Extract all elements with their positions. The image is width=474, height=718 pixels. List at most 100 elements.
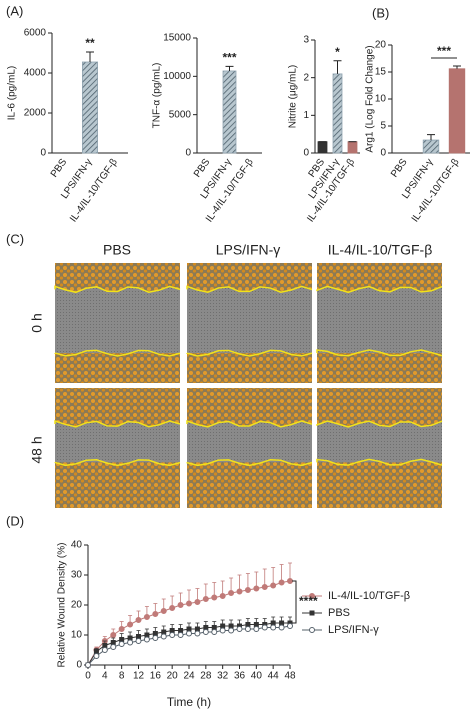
wound-gap [187, 286, 312, 353]
marker [186, 626, 192, 632]
marker [135, 638, 142, 644]
marker [253, 626, 260, 632]
marker [160, 633, 167, 640]
marker [93, 653, 100, 659]
panel-label: (B) [372, 5, 389, 20]
x-tick-label: 44 [268, 671, 280, 682]
marker [136, 634, 141, 639]
bar [422, 139, 440, 154]
marker [194, 626, 200, 632]
y-tick-label: 5 [380, 121, 386, 132]
error-bar [86, 51, 94, 62]
y-tick-label: 10 [71, 630, 83, 641]
marker [203, 625, 209, 630]
panel-label: (D) [6, 513, 24, 528]
marker [143, 636, 150, 643]
panel-label: (A) [6, 3, 23, 18]
marker [160, 608, 167, 614]
x-tick-label: 16 [150, 671, 162, 682]
marker [211, 625, 217, 630]
y-axis-label: IL-6 (pg/mL) [7, 66, 18, 120]
marker [186, 600, 192, 607]
y-tick-label: 15 [375, 67, 387, 78]
marker [219, 593, 226, 599]
marker [169, 628, 175, 633]
wound-edge [316, 458, 443, 466]
y-tick-label: 2000 [24, 108, 47, 119]
bar [82, 61, 99, 154]
marker [270, 582, 277, 589]
significance: * [335, 45, 340, 59]
row-header: 48 h [29, 436, 45, 463]
y-tick-label: 4000 [24, 68, 47, 79]
marker [127, 621, 134, 628]
significance: *** [437, 44, 451, 58]
marker [244, 626, 251, 632]
marker [211, 629, 218, 635]
marker [253, 622, 259, 627]
marker [178, 628, 184, 633]
y-tick-label: 10 [375, 94, 387, 105]
marker [118, 626, 125, 632]
y-axis-label: Arg1 (Log Fold Change) [365, 45, 376, 152]
marker [278, 579, 285, 586]
error-bar [333, 60, 342, 74]
y-tick-label: 0 [185, 148, 191, 159]
marker [101, 647, 108, 653]
marker [270, 624, 277, 631]
wound-gap [187, 421, 312, 463]
marker [211, 594, 218, 601]
wound-edge [316, 285, 443, 294]
bar [332, 73, 343, 154]
bar [448, 68, 466, 154]
marker [253, 585, 260, 592]
column-header: PBS [103, 242, 131, 258]
y-tick-label: 3 [303, 35, 309, 46]
marker [228, 590, 235, 596]
marker [220, 623, 226, 629]
marker [261, 624, 268, 631]
wound-edge [186, 419, 313, 428]
significance: ** [85, 36, 95, 50]
x-tick-label: 8 [119, 671, 125, 682]
marker [110, 640, 116, 645]
x-tick-label: 12 [133, 671, 145, 682]
panel-label: (C) [6, 231, 24, 246]
x-tick-label: 40 [251, 671, 263, 682]
legend-label: PBS [328, 607, 350, 619]
error-bar [427, 134, 435, 141]
y-tick-label: 5000 [169, 109, 192, 120]
marker [110, 644, 117, 650]
marker [161, 629, 167, 635]
x-tick-label: 20 [167, 671, 179, 682]
marker [194, 630, 201, 637]
marker [177, 632, 184, 638]
error-bar [271, 567, 276, 586]
marker [245, 622, 251, 627]
x-tick-label: 0 [85, 671, 91, 682]
wound-edge [54, 285, 181, 294]
x-tick-label: 4 [102, 671, 108, 682]
wound-gap [55, 286, 180, 353]
marker [278, 624, 285, 631]
x-axis-label: Time (h) [167, 695, 211, 709]
column-header: LPS/IFN-γ [216, 242, 281, 258]
marker [236, 626, 243, 632]
bar [347, 141, 358, 154]
marker [102, 643, 108, 648]
x-tick-label: 48 [284, 671, 296, 682]
x-tick-label: PBS [49, 157, 70, 180]
y-axis-label: Relative Wound Density (%) [57, 543, 68, 668]
error-bar [279, 564, 284, 583]
x-tick-label: 32 [217, 671, 229, 682]
marker [144, 632, 150, 638]
marker [127, 635, 133, 641]
marker [261, 584, 268, 590]
bar [222, 70, 237, 154]
marker [202, 629, 209, 635]
marker [236, 588, 243, 595]
marker [228, 623, 234, 629]
y-tick-label: 2 [303, 72, 309, 83]
wound-edge [54, 419, 181, 428]
marker [119, 637, 125, 642]
